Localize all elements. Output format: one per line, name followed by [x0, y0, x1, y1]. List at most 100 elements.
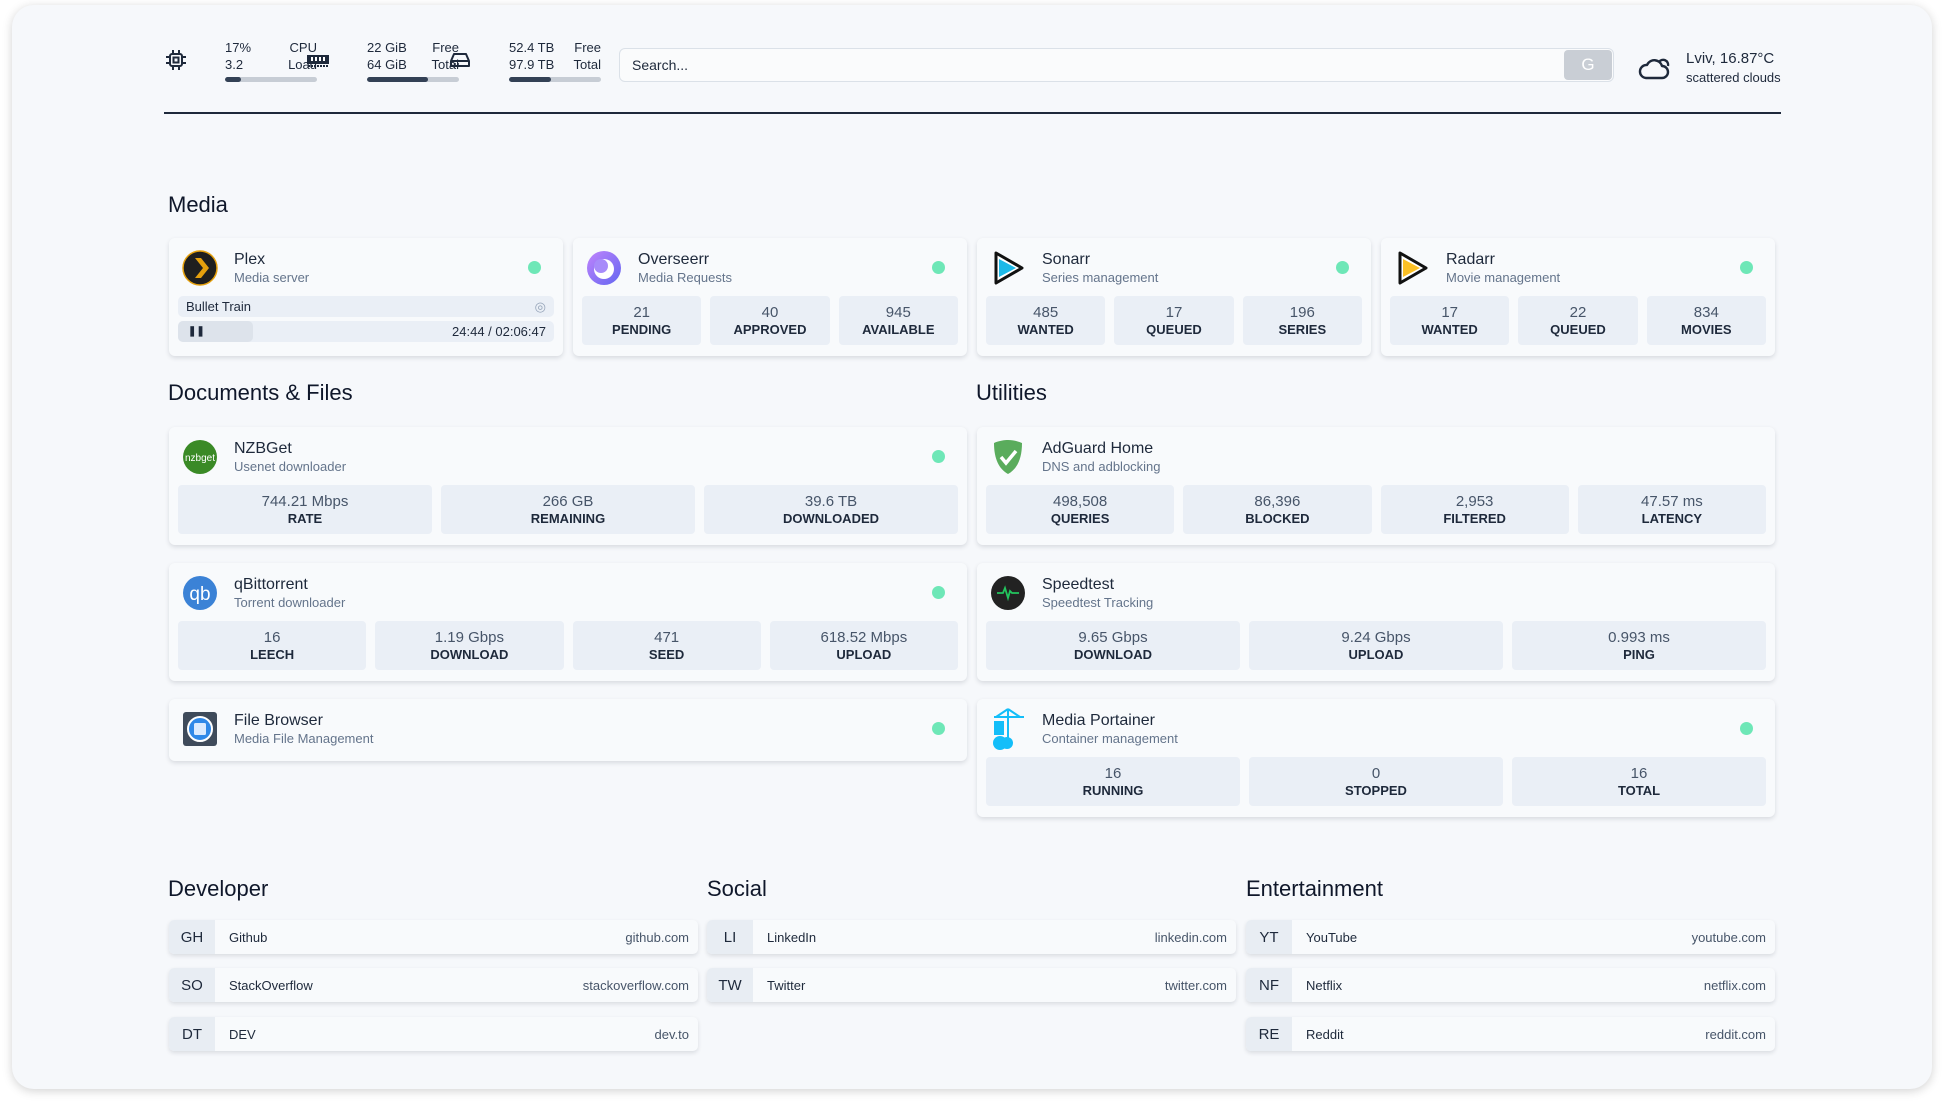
- bookmark-name: YouTube: [1306, 929, 1358, 945]
- service-description: DNS and adblocking: [1042, 459, 1161, 474]
- resource-usage-bar: [509, 77, 601, 82]
- status-dot: [1740, 261, 1753, 274]
- bookmark-abbr: LI: [707, 920, 753, 954]
- stat-block: 16 Total: [1512, 757, 1766, 806]
- stat-value: 0.993 ms: [1608, 628, 1670, 646]
- bookmark-name: Netflix: [1306, 977, 1343, 993]
- cpu-icon: [164, 48, 188, 77]
- stat-value: 39.6 TB: [804, 492, 858, 510]
- stat-block: 9.65 Gbps Download: [986, 621, 1240, 670]
- service-card-adguard-home[interactable]: AdGuard Home DNS and adblocking 498,508 Q…: [977, 427, 1775, 545]
- stat-label: Queries: [1050, 510, 1110, 526]
- svg-text:nzbget: nzbget: [185, 453, 215, 464]
- service-name: qBittorrent: [234, 576, 308, 593]
- sonarr-icon: [990, 250, 1026, 286]
- service-stats: 9.65 Gbps Download 9.24 Gbps Upload 0.993 ms…: [986, 621, 1766, 670]
- service-card-plex[interactable]: Plex Media server Bullet Train ◎ ❚❚ 24:44 …: [169, 238, 563, 356]
- bookmark-linkedin[interactable]: LI LinkedIn linkedin.com: [707, 920, 1236, 954]
- stat-value: 40: [761, 303, 779, 321]
- stat-label: Blocked: [1245, 510, 1310, 526]
- stat-value: 485: [1033, 303, 1059, 321]
- header-divider: [164, 112, 1781, 114]
- search-input[interactable]: [620, 49, 1560, 81]
- service-description: Media File Management: [234, 731, 374, 746]
- resource-value: 22 GiB 64 GiB: [367, 40, 407, 72]
- bookmark-netflix[interactable]: NF Netflix netflix.com: [1246, 968, 1775, 1002]
- status-dot: [932, 722, 945, 735]
- service-stats: 16 Running 0 Stopped 16 Total: [986, 757, 1766, 806]
- stat-value: 16: [1630, 764, 1648, 782]
- filebrowser-icon: [182, 711, 218, 747]
- service-card-qbittorrent[interactable]: qb qBittorrent Torrent downloader 16 Leec…: [169, 563, 967, 681]
- stat-value: 834: [1693, 303, 1719, 321]
- stat-block: 498,508 Queries: [986, 485, 1175, 534]
- bookmark-twitter[interactable]: TW Twitter twitter.com: [707, 968, 1236, 1002]
- playback-progress[interactable]: ❚❚ 24:44 / 02:06:47: [178, 321, 554, 342]
- stream-info-icon[interactable]: ◎: [534, 298, 546, 314]
- service-card-file-browser[interactable]: File Browser Media File Management: [169, 699, 967, 761]
- service-card-media-portainer[interactable]: Media Portainer Container management 16 R…: [977, 699, 1775, 817]
- service-stats: 498,508 Queries 86,396 Blocked 2,953 Filtered…: [986, 485, 1766, 534]
- stat-block: 9.24 Gbps Upload: [1249, 621, 1503, 670]
- stat-block: 39.6 TB Downloaded: [704, 485, 958, 534]
- stat-block: 40 Approved: [710, 296, 830, 345]
- overseerr-icon: [586, 250, 622, 286]
- service-card-nzbget[interactable]: nzbget NZBGet Usenet downloader 744.21 M…: [169, 427, 967, 545]
- stat-label: Leech: [250, 646, 295, 662]
- bookmark-youtube[interactable]: YT YouTube youtube.com: [1246, 920, 1775, 954]
- weather-condition: scattered clouds: [1686, 70, 1781, 85]
- stat-value: 196: [1289, 303, 1315, 321]
- stat-block: 0.993 ms Ping: [1512, 621, 1766, 670]
- service-description: Usenet downloader: [234, 459, 347, 474]
- service-description: Series management: [1042, 270, 1159, 285]
- bookmark-url: stackoverflow.com: [582, 977, 689, 993]
- search-box[interactable]: G: [619, 48, 1614, 82]
- stat-value: 17: [1165, 303, 1183, 321]
- status-dot: [528, 261, 541, 274]
- bookmark-abbr: SO: [169, 968, 215, 1002]
- status-dot: [932, 261, 945, 274]
- stat-value: 9.65 Gbps: [1078, 628, 1148, 646]
- service-card-speedtest[interactable]: Speedtest Speedtest Tracking 9.65 Gbps Do…: [977, 563, 1775, 681]
- resource-widget: 22 GiB 64 GiB Free Total: [367, 39, 459, 84]
- service-card-radarr[interactable]: Radarr Movie management 17 Wanted 22 Queued…: [1381, 238, 1775, 356]
- section-title-entertainment: Entertainment: [1246, 876, 1383, 901]
- service-stats: 16 Leech 1.19 Gbps Download 471 Seed 618.52 Mb…: [178, 621, 958, 670]
- stat-label: Upload: [1348, 646, 1404, 662]
- stat-block: 945 Available: [838, 296, 958, 345]
- bookmark-github[interactable]: GH Github github.com: [169, 920, 698, 954]
- stat-block: 471 Seed: [572, 621, 761, 670]
- stat-value: 945: [885, 303, 911, 321]
- stat-label: Running: [1082, 782, 1144, 798]
- bookmark-url: github.com: [625, 929, 689, 945]
- qbittorrent-icon: qb: [182, 575, 218, 611]
- service-card-overseerr[interactable]: Overseerr Media Requests 21 Pending 40 Appr…: [573, 238, 967, 356]
- stat-block: 17 Queued: [1114, 296, 1234, 345]
- search-provider-button[interactable]: G: [1564, 50, 1612, 80]
- section-title-social: Social: [707, 876, 767, 901]
- bookmark-reddit[interactable]: RE Reddit reddit.com: [1246, 1017, 1775, 1051]
- stat-value: 1.19 Gbps: [434, 628, 504, 646]
- bookmark-abbr: YT: [1246, 920, 1292, 954]
- stat-block: 47.57 ms Latency: [1577, 485, 1766, 534]
- stat-label: Upload: [836, 646, 892, 662]
- now-playing-title-bar: Bullet Train ◎: [178, 296, 554, 317]
- service-name: Media Portainer: [1042, 712, 1155, 729]
- stat-label: Wanted: [1017, 321, 1074, 337]
- stat-label: Pending: [612, 321, 672, 337]
- bookmark-stackoverflow[interactable]: SO StackOverflow stackoverflow.com: [169, 968, 698, 1002]
- bookmark-dev[interactable]: DT DEV dev.to: [169, 1017, 698, 1051]
- status-dot: [932, 586, 945, 599]
- pause-icon[interactable]: ❚❚: [188, 326, 205, 337]
- stat-label: Downloaded: [782, 510, 880, 526]
- stat-value: 21: [633, 303, 650, 321]
- bookmark-name: DEV: [229, 1026, 256, 1042]
- stat-label: Download: [430, 646, 509, 662]
- stat-block: 22 Queued: [1518, 296, 1638, 345]
- stat-value: 16: [263, 628, 281, 646]
- playback-time: 24:44 / 02:06:47: [452, 324, 546, 339]
- bookmark-url: linkedin.com: [1154, 929, 1227, 945]
- stat-value: 22: [1569, 303, 1587, 321]
- service-card-sonarr[interactable]: Sonarr Series management 485 Wanted 17 Queu…: [977, 238, 1371, 356]
- service-description: Media server: [234, 270, 310, 285]
